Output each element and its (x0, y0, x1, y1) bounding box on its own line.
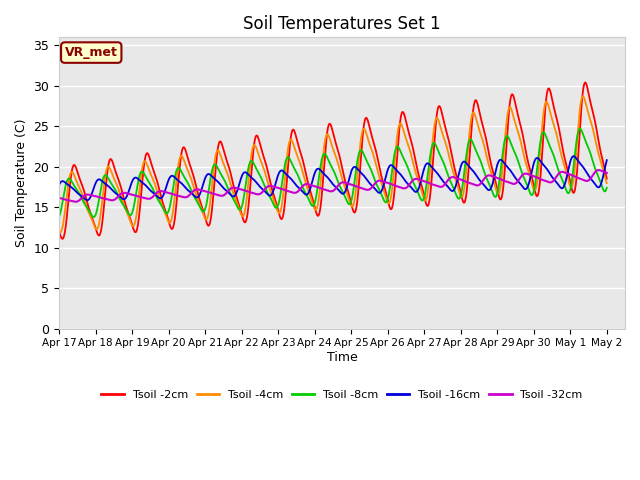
Tsoil -16cm (98, 178, 106, 184)
Tsoil -32cm (98, 195, 106, 201)
Tsoil -2cm (603, 176, 611, 181)
Title: Soil Temperatures Set 1: Soil Temperatures Set 1 (243, 15, 441, 33)
Tsoil -8cm (288, 160, 296, 166)
Tsoil -16cm (120, 196, 128, 202)
Tsoil -32cm (300, 183, 307, 189)
Tsoil -4cm (603, 180, 611, 186)
Tsoil -16cm (55, 182, 63, 188)
Tsoil -32cm (288, 190, 296, 195)
Tsoil -16cm (570, 153, 577, 159)
Tsoil -8cm (300, 185, 307, 191)
Tsoil -32cm (595, 167, 602, 173)
Legend: Tsoil -2cm, Tsoil -4cm, Tsoil -8cm, Tsoil -16cm, Tsoil -32cm: Tsoil -2cm, Tsoil -4cm, Tsoil -8cm, Tsoi… (97, 386, 587, 405)
Tsoil -16cm (288, 177, 296, 183)
Tsoil -4cm (288, 138, 296, 144)
Tsoil -4cm (367, 145, 375, 151)
Tsoil -32cm (367, 185, 375, 191)
Y-axis label: Soil Temperature (C): Soil Temperature (C) (15, 119, 28, 247)
Tsoil -4cm (300, 171, 307, 177)
Tsoil -4cm (309, 202, 317, 208)
Line: Tsoil -8cm: Tsoil -8cm (59, 129, 607, 217)
Tsoil -2cm (59, 236, 67, 242)
Tsoil -32cm (603, 170, 611, 176)
Tsoil -16cm (83, 197, 91, 203)
Tsoil -4cm (579, 94, 587, 99)
Tsoil -8cm (309, 203, 317, 209)
Tsoil -16cm (300, 190, 307, 195)
Tsoil -2cm (98, 222, 106, 228)
Tsoil -2cm (55, 229, 63, 235)
Line: Tsoil -16cm: Tsoil -16cm (59, 156, 607, 200)
Tsoil -8cm (576, 126, 584, 132)
Tsoil -8cm (603, 185, 611, 191)
Tsoil -2cm (581, 80, 589, 85)
Line: Tsoil -4cm: Tsoil -4cm (59, 96, 607, 232)
Tsoil -2cm (120, 197, 128, 203)
Tsoil -4cm (56, 229, 64, 235)
X-axis label: Time: Time (326, 351, 358, 364)
Line: Tsoil -2cm: Tsoil -2cm (59, 83, 607, 239)
Tsoil -16cm (603, 157, 611, 163)
Tsoil -4cm (120, 203, 128, 209)
Tsoil -32cm (309, 183, 317, 189)
Tsoil -4cm (55, 229, 63, 235)
Tsoil -4cm (98, 200, 106, 206)
Tsoil -32cm (120, 190, 128, 196)
Tsoil -32cm (72, 199, 79, 204)
Tsoil -2cm (309, 198, 317, 204)
Tsoil -8cm (90, 214, 98, 220)
Tsoil -16cm (309, 176, 317, 181)
Tsoil -8cm (98, 180, 106, 186)
Tsoil -8cm (55, 214, 63, 219)
Tsoil -2cm (367, 131, 375, 136)
Line: Tsoil -32cm: Tsoil -32cm (59, 170, 607, 202)
Tsoil -2cm (288, 129, 296, 135)
Tsoil -16cm (367, 182, 375, 188)
Text: VR_met: VR_met (65, 46, 118, 59)
Tsoil -8cm (367, 167, 375, 173)
Tsoil -8cm (120, 204, 128, 209)
Tsoil -32cm (55, 195, 63, 201)
Tsoil -2cm (300, 159, 307, 165)
